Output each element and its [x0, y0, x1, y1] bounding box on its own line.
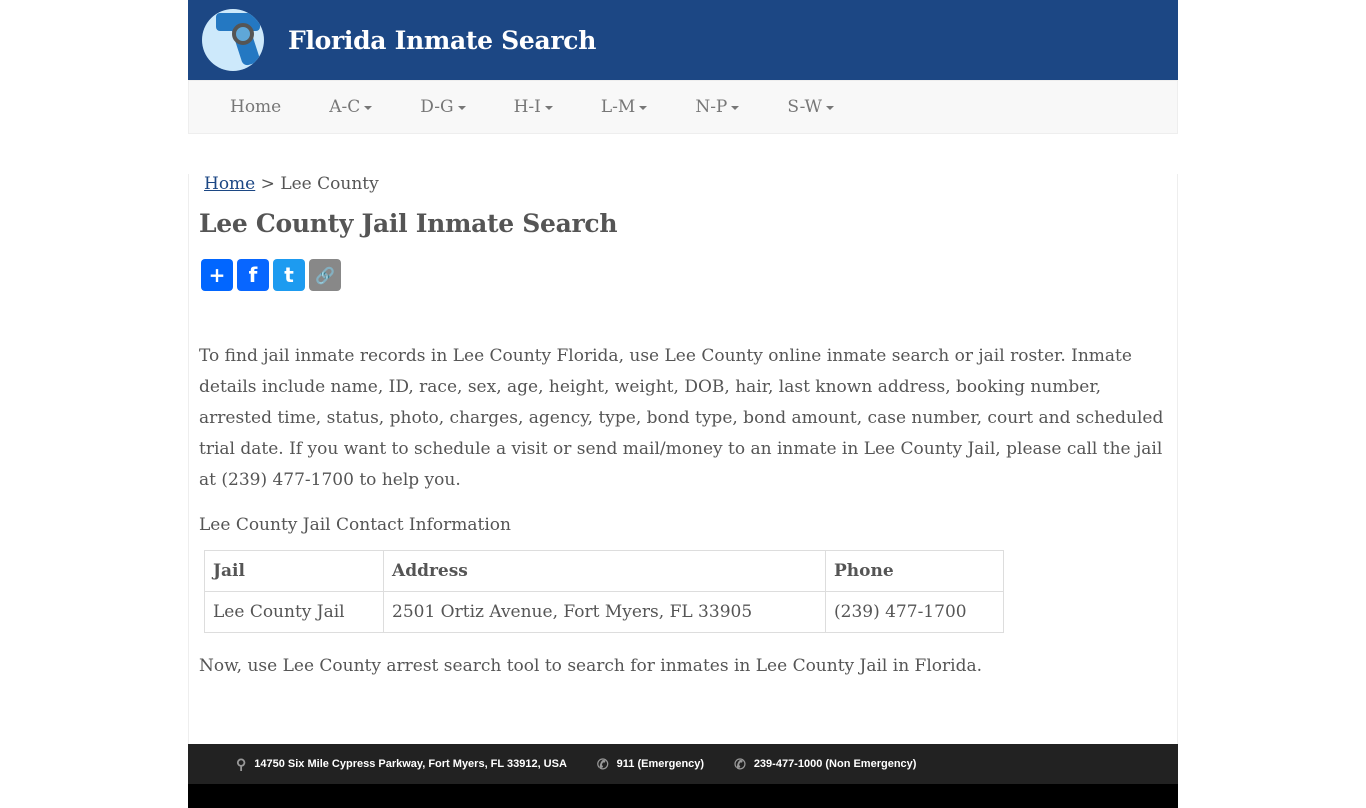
- breadcrumb-current: Lee County: [280, 174, 379, 194]
- page-title: Lee County Jail Inmate Search: [199, 209, 618, 238]
- nav-label: A-C: [329, 97, 361, 117]
- caret-down-icon: [731, 105, 740, 110]
- copy-link-icon[interactable]: 🔗: [309, 259, 341, 291]
- arrest-search-paragraph: Now, use Lee County arrest search tool t…: [199, 656, 983, 676]
- caret-down-icon: [639, 105, 648, 110]
- table-header-row: Jail Address Phone: [204, 550, 1004, 592]
- caret-down-icon: [457, 105, 466, 110]
- phone-icon: ✆: [734, 755, 746, 772]
- nav-l-m[interactable]: L-M: [577, 97, 671, 117]
- breadcrumb-separator: >: [255, 174, 281, 194]
- share-icon[interactable]: +: [201, 259, 233, 291]
- site-title[interactable]: Florida Inmate Search: [288, 25, 597, 55]
- nav-label: N-P: [695, 97, 728, 117]
- footer-emergency: 911 (Emergency): [616, 758, 705, 770]
- table-cell: 2501 Ortiz Avenue, Fort Myers, FL 33905: [383, 591, 826, 633]
- nav-h-i[interactable]: H-I: [490, 97, 577, 117]
- nav-s-w[interactable]: S-W: [763, 97, 858, 117]
- nav-n-p[interactable]: N-P: [671, 97, 763, 117]
- table-cell: Lee County Jail: [204, 591, 384, 633]
- facebook-icon[interactable]: f: [237, 259, 269, 291]
- nav-label: S-W: [787, 97, 822, 117]
- table-cell: (239) 477-1700: [825, 591, 1004, 633]
- nav-a-c[interactable]: A-C: [305, 97, 396, 117]
- column-header: Jail: [204, 550, 384, 592]
- map-marker-icon: ⚲: [236, 755, 247, 772]
- phone-icon: ✆: [596, 755, 609, 772]
- nav-label: L-M: [600, 97, 636, 117]
- nav-label: D-G: [420, 97, 454, 117]
- caret-down-icon: [544, 105, 553, 110]
- breadcrumb: Home > Lee County: [199, 174, 1167, 194]
- florida-logo[interactable]: [202, 9, 264, 71]
- nav-d-g[interactable]: D-G: [396, 97, 489, 117]
- column-header: Address: [383, 550, 826, 592]
- contact-table: Jail Address Phone Lee County Jail 2501 …: [204, 550, 1004, 633]
- breadcrumb-home-link[interactable]: Home: [204, 174, 256, 194]
- main-content: Home > Lee County Lee County Jail Inmate…: [188, 174, 1178, 744]
- footer-address: 14750 Six Mile Cypress Parkway, Fort Mye…: [254, 758, 567, 770]
- nav-label: Home: [230, 97, 282, 117]
- contact-heading: Lee County Jail Contact Information: [199, 515, 511, 535]
- main-nav: Home A-C D-G H-I L-M N-P S-W: [188, 80, 1178, 134]
- nav-label: H-I: [513, 97, 541, 117]
- site-header: Florida Inmate Search: [188, 0, 1178, 80]
- share-buttons: + f t 🔗: [201, 259, 1167, 291]
- nav-home[interactable]: Home: [206, 97, 305, 117]
- column-header: Phone: [825, 550, 1004, 592]
- footer-bar: ⚲ 14750 Six Mile Cypress Parkway, Fort My…: [188, 744, 1178, 784]
- footer-non-emergency: 239-477-1000 (Non Emergency): [753, 758, 917, 770]
- twitter-icon[interactable]: t: [273, 259, 305, 291]
- footer-bottom: [188, 784, 1178, 808]
- caret-down-icon: [825, 105, 834, 110]
- intro-paragraph: To find jail inmate records in Lee Count…: [199, 346, 1164, 490]
- table-row: Lee County Jail 2501 Ortiz Avenue, Fort …: [204, 591, 1004, 633]
- caret-down-icon: [364, 105, 373, 110]
